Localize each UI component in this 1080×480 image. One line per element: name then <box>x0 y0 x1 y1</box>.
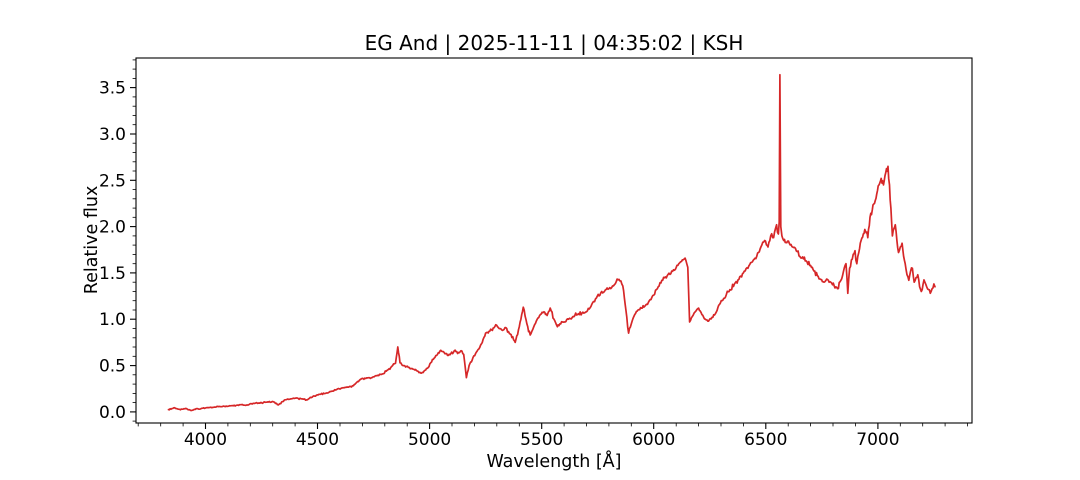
x-axis-label: Wavelength [Å] <box>486 450 621 472</box>
y-tick-label: 3.0 <box>99 125 126 145</box>
spectrum-line <box>167 73 936 412</box>
x-tick-label: 4000 <box>184 430 227 450</box>
y-tick-label: 2.5 <box>99 171 126 191</box>
x-tick-label: 6000 <box>632 430 675 450</box>
y-tick-label: 3.5 <box>99 79 126 99</box>
axes: 4000 4500 5000 5500 6000 6500 7000 0.0 0.5 1.0 1.5… <box>99 57 973 450</box>
y-axis-label: Relative flux <box>82 186 102 295</box>
x-tick-label: 7000 <box>856 430 899 450</box>
x-tick-label: 6500 <box>744 430 787 450</box>
y-tick-label: 1.0 <box>99 310 126 330</box>
chart-title: EG And | 2025-11-11 | 04:35:02 | KSH <box>365 31 744 55</box>
y-tick-label: 0.0 <box>99 403 126 423</box>
y-tick-label: 2.0 <box>99 218 126 238</box>
y-tick-label: 1.5 <box>99 264 126 284</box>
x-tick-label: 4500 <box>296 430 339 450</box>
x-tick-label: 5000 <box>408 430 451 450</box>
plot-frame <box>135 57 973 424</box>
y-tick-label: 0.5 <box>99 357 126 377</box>
x-tick-label: 5500 <box>520 430 563 450</box>
